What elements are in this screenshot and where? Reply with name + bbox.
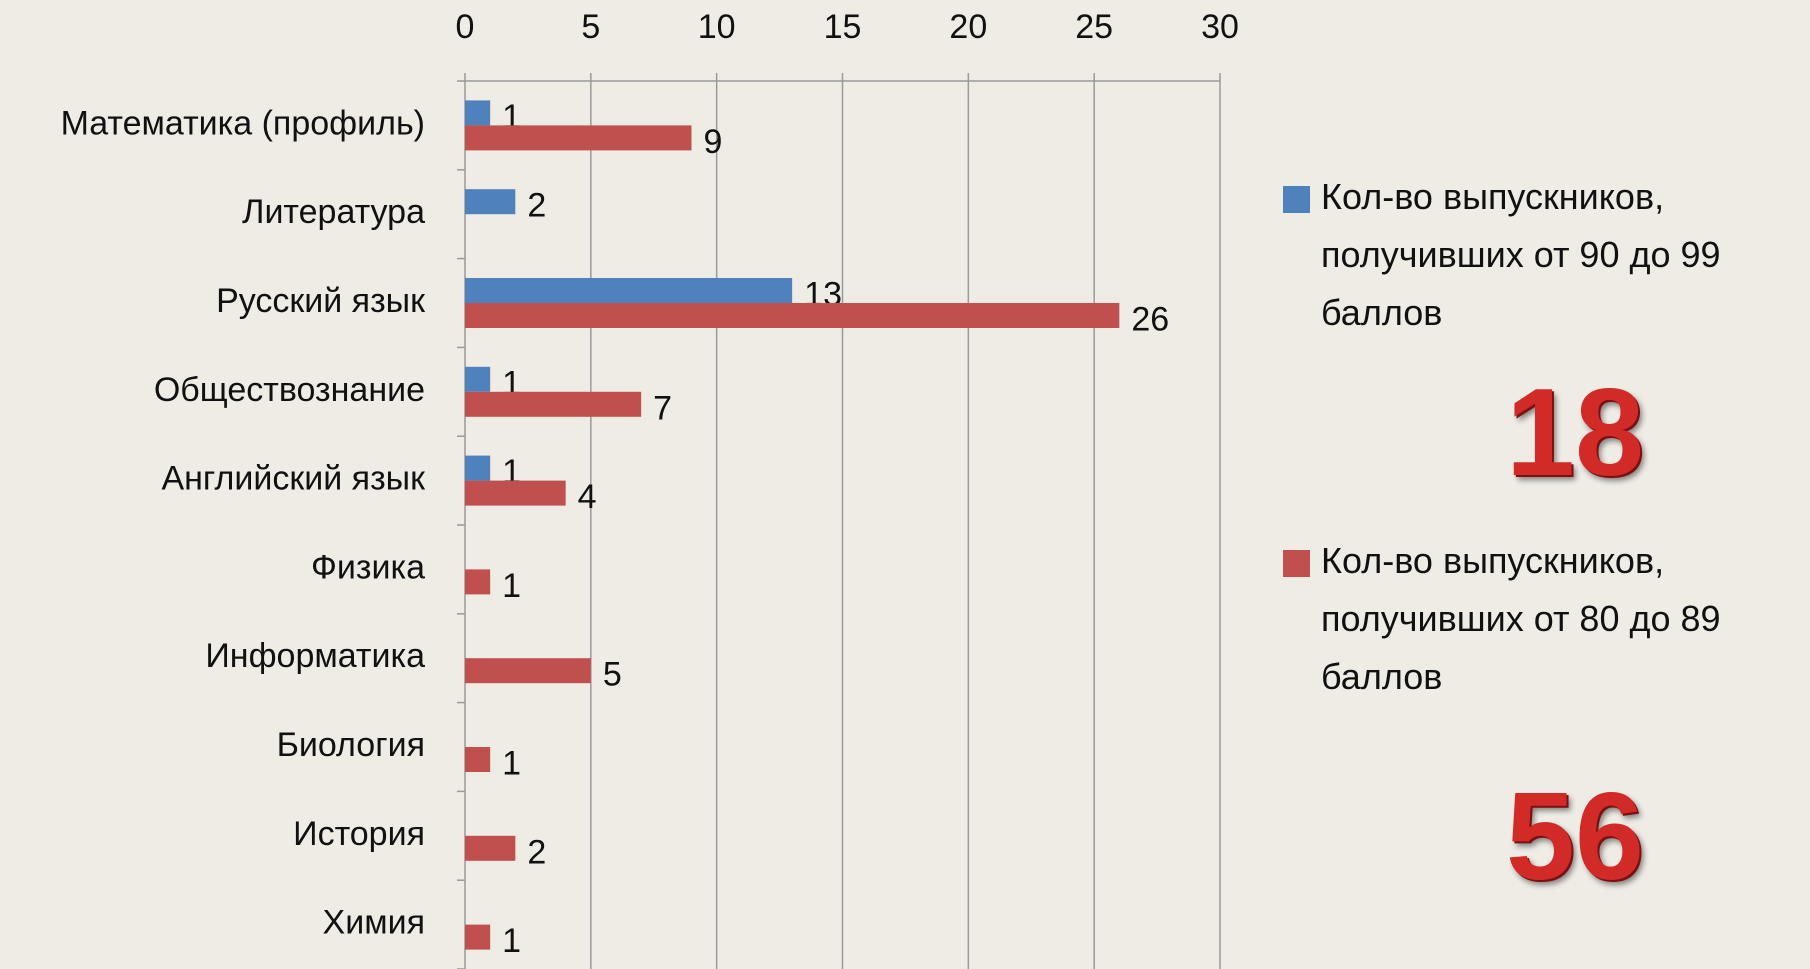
x-tick-label: 15 [824,8,862,46]
bar [465,835,516,861]
bar [465,658,591,684]
y-tick-label: Английский язык [161,460,426,498]
bar [465,391,642,417]
total-annotation: 18 [1506,364,1644,502]
y-tick-label: Математика (профиль) [61,104,425,142]
data-label: 1 [502,922,521,960]
y-tick-label: Литература [242,193,425,231]
bar [465,100,491,126]
data-label: 9 [704,123,723,161]
y-tick-label: Химия [323,904,425,942]
x-tick-label: 20 [949,8,987,46]
bar [465,303,1120,328]
y-tick-label: Информатика [205,637,425,675]
bar [465,189,516,215]
data-label: 1 [502,744,521,782]
bar [465,278,793,303]
y-tick-label: Биология [277,726,425,764]
bar [465,480,566,506]
legend-swatch [1283,550,1310,577]
data-label: 2 [527,833,546,871]
data-label: 7 [653,389,672,427]
y-tick-label: Русский язык [216,282,426,320]
bar [465,569,491,595]
bar [465,455,491,481]
total-annotation: 56 [1506,768,1644,906]
x-tick-label: 25 [1075,8,1113,46]
y-tick-label: Обществознание [154,371,425,409]
legend-item: Кол-во выпускников, получивших от 90 до … [1283,176,1761,342]
x-tick-label: 5 [581,8,600,46]
data-label: 4 [578,478,597,516]
data-label: 2 [527,187,546,225]
x-tick-label: 30 [1201,8,1239,46]
x-tick-label: 10 [698,8,736,46]
data-label: 5 [603,656,622,694]
legend-label: Кол-во выпускников, получивших от 90 до … [1321,176,1721,333]
y-tick-label: История [293,815,425,853]
data-label: 26 [1131,300,1169,338]
bar [465,924,491,950]
y-tick-label: Физика [311,548,425,586]
x-tick-label: 0 [456,8,475,46]
bar [465,747,491,772]
bar [465,125,692,151]
legend-item: Кол-во выпускников, получивших от 80 до … [1283,540,1761,706]
legend-swatch [1283,186,1310,213]
legend-label: Кол-во выпускников, получивших от 80 до … [1321,540,1721,697]
data-label: 1 [502,567,521,605]
bar [465,366,491,392]
